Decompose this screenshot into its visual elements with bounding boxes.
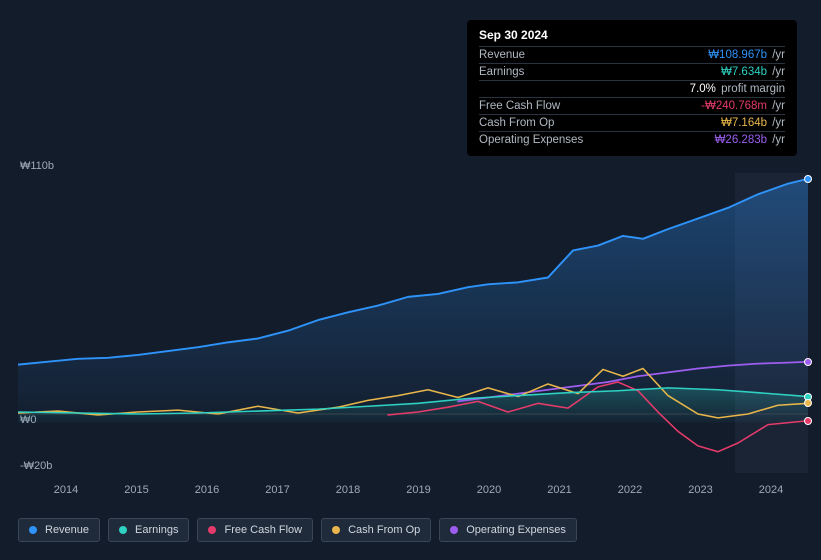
legend-item-operating-expenses[interactable]: Operating Expenses [439,518,577,542]
tooltip-row-label: Earnings [479,66,524,78]
tooltip-row-label: Cash From Op [479,117,554,129]
tooltip-date: Sep 30 2024 [479,28,785,42]
legend-dot-icon [208,526,216,534]
tooltip-row-value: ₩7.634b /yr [721,66,785,78]
line-chart [18,173,808,473]
series-end-marker [804,417,812,425]
tooltip-row-label: Operating Expenses [479,134,583,146]
series-end-marker [804,358,812,366]
legend-item-free-cash-flow[interactable]: Free Cash Flow [197,518,313,542]
legend-dot-icon [450,526,458,534]
legend-dot-icon [332,526,340,534]
x-axis-tick: 2015 [124,484,148,496]
x-axis-tick: 2018 [336,484,360,496]
x-axis-tick: 2021 [547,484,571,496]
legend-item-label: Earnings [135,524,178,536]
tooltip-row: Earnings ₩7.634b /yr [479,63,785,80]
legend-item-label: Operating Expenses [466,524,566,536]
tooltip-row-value: 7.0% profit margin [690,83,785,95]
x-axis-tick: 2023 [688,484,712,496]
legend-item-revenue[interactable]: Revenue [18,518,100,542]
x-axis-tick: 2022 [618,484,642,496]
chart-area [18,173,808,473]
tooltip-row: Operating Expenses ₩26.283b /yr [479,131,785,148]
legend-item-earnings[interactable]: Earnings [108,518,189,542]
series-end-marker [804,175,812,183]
legend-item-label: Revenue [45,524,89,536]
legend-dot-icon [119,526,127,534]
series-end-marker [804,399,812,407]
chart-tooltip: Sep 30 2024 Revenue ₩108.967b /yr Earnings… [467,20,797,156]
x-axis-tick: 2020 [477,484,501,496]
tooltip-row-label: Free Cash Flow [479,100,560,112]
legend-item-label: Free Cash Flow [224,524,302,536]
legend: Revenue Earnings Free Cash Flow Cash From O… [18,518,577,542]
tooltip-row: 7.0% profit margin [479,80,785,97]
x-axis-tick: 2014 [54,484,78,496]
tooltip-row: Revenue ₩108.967b /yr [479,46,785,63]
tooltip-row: Free Cash Flow -₩240.768m /yr [479,97,785,114]
tooltip-row-value: -₩240.768m /yr [701,100,785,112]
tooltip-row-value: ₩7.164b /yr [721,117,785,129]
y-axis-tick: ₩110b [20,160,54,172]
legend-item-cash-from-op[interactable]: Cash From Op [321,518,431,542]
tooltip-row-value: ₩26.283b /yr [715,134,785,146]
tooltip-row-value: ₩108.967b /yr [708,49,785,61]
x-axis-tick: 2024 [759,484,783,496]
x-axis-tick: 2016 [195,484,219,496]
tooltip-row: Cash From Op ₩7.164b /yr [479,114,785,131]
legend-item-label: Cash From Op [348,524,420,536]
x-axis-tick: 2017 [265,484,289,496]
legend-dot-icon [29,526,37,534]
x-axis-tick: 2019 [406,484,430,496]
tooltip-row-label: Revenue [479,49,525,61]
